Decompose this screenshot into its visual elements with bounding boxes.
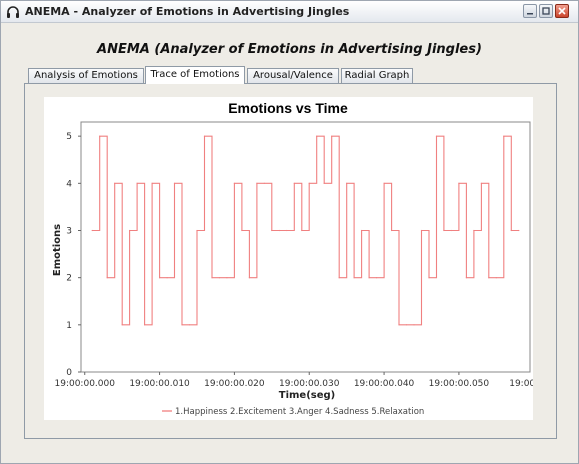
data-point	[211, 277, 213, 279]
data-point	[121, 324, 123, 326]
data-point	[136, 182, 138, 184]
data-point	[391, 229, 393, 232]
x-tick-label: 19:00:00.050	[429, 379, 490, 389]
data-point	[114, 182, 116, 184]
minimize-icon[interactable]	[523, 4, 537, 18]
close-icon[interactable]	[555, 4, 569, 18]
y-axis-label: Emotions	[52, 224, 63, 276]
data-point	[443, 229, 445, 232]
y-tick-label: 5	[66, 132, 72, 142]
data-point	[278, 229, 280, 232]
data-point	[166, 277, 168, 279]
title-bar[interactable]: ANEMA - Analyzer of Emotions in Advertis…	[1, 1, 578, 23]
data-point	[405, 324, 408, 326]
data-point	[308, 182, 310, 184]
data-point	[398, 324, 400, 326]
data-point	[286, 229, 288, 232]
x-axis-label: Time(seg)	[279, 390, 335, 401]
app-heading: ANEMA (Analyzer of Emotions in Advertisi…	[97, 42, 482, 57]
emotions-chart: Emotions vs Time 0 1 2 3 4 5 19:00:00.000 19:00…	[52, 100, 533, 417]
legend: 1.Happiness 2.Excitement 3.Anger 4.Sadne…	[162, 407, 424, 417]
data-point	[91, 229, 93, 232]
tab-analysis-of-emotions[interactable]: Analysis of Emotions	[28, 68, 144, 83]
data-point	[458, 182, 460, 184]
legend-label: 1.Happiness 2.Excitement 3.Anger 4.Sadne…	[175, 407, 424, 417]
data-point	[488, 277, 490, 279]
data-point	[263, 182, 265, 184]
x-tick-label: 19:00:00.040	[354, 379, 415, 389]
tab-arousal-valence[interactable]: Arousal/Valence	[247, 68, 339, 83]
data-point	[203, 135, 206, 137]
data-point	[248, 277, 250, 279]
y-tick-label: 0	[66, 368, 72, 378]
data-point	[420, 229, 423, 232]
data-point	[495, 277, 497, 279]
series-layer	[91, 135, 520, 326]
plot-border	[80, 121, 531, 373]
data-point	[413, 324, 415, 326]
data-point	[271, 229, 273, 232]
data-point	[293, 182, 295, 184]
data-point	[503, 135, 505, 137]
data-point	[196, 229, 198, 232]
data-point	[435, 135, 438, 137]
data-point	[301, 229, 303, 232]
data-point	[173, 182, 176, 184]
data-point	[188, 324, 191, 326]
x-tick-label: 19:00:00.020	[204, 379, 265, 389]
maximize-icon[interactable]	[539, 4, 553, 18]
data-point	[144, 324, 146, 326]
tab-radial-graph[interactable]: Radial Graph	[341, 68, 413, 83]
data-point	[383, 182, 385, 184]
data-point	[159, 277, 161, 279]
data-point	[99, 135, 101, 137]
data-point	[346, 182, 348, 184]
data-point	[338, 277, 340, 279]
y-tick-label: 3	[66, 226, 72, 236]
data-point	[361, 229, 363, 232]
data-point	[256, 182, 258, 184]
data-point	[129, 229, 131, 232]
y-tick-label: 4	[66, 179, 72, 189]
series-line	[92, 135, 519, 326]
data-point	[323, 182, 325, 184]
y-tick-label: 1	[66, 321, 72, 331]
data-point	[233, 182, 235, 184]
data-point	[368, 277, 370, 279]
data-point	[428, 277, 430, 279]
data-point	[353, 277, 355, 279]
tab-trace-of-emotions[interactable]: Trace of Emotions	[145, 66, 245, 84]
data-point	[331, 135, 333, 137]
data-point	[465, 277, 467, 279]
axes	[78, 121, 531, 375]
data-point	[376, 277, 378, 279]
data-point	[218, 277, 220, 279]
headphones-icon	[5, 4, 21, 20]
data-point	[480, 182, 482, 184]
window-title: ANEMA - Analyzer of Emotions in Advertis…	[25, 5, 350, 18]
data-point	[106, 277, 108, 279]
chart-title: Emotions vs Time	[228, 100, 348, 116]
data-point	[450, 229, 452, 232]
data-point	[518, 229, 520, 232]
chart-panel: Emotions vs Time 0 1 2 3 4 5 19:00:00.000 19:00…	[44, 97, 533, 420]
data-point	[473, 229, 475, 232]
x-tick-label: 19:00:00.0	[509, 379, 533, 389]
data-point	[226, 277, 228, 279]
data-point	[181, 324, 183, 326]
x-tick-label: 19:00:00.030	[279, 379, 340, 389]
x-tick-label: 19:00:00.000	[55, 379, 116, 389]
data-point	[510, 229, 512, 232]
y-tick-label: 2	[66, 274, 72, 284]
data-point	[151, 182, 153, 184]
tick-labels: 0 1 2 3 4 5 19:00:00.000 19:00:00.010 19:00:00.0…	[55, 132, 533, 389]
data-point	[241, 229, 243, 232]
x-tick-label: 19:00:00.010	[129, 379, 190, 389]
data-point	[316, 135, 318, 137]
